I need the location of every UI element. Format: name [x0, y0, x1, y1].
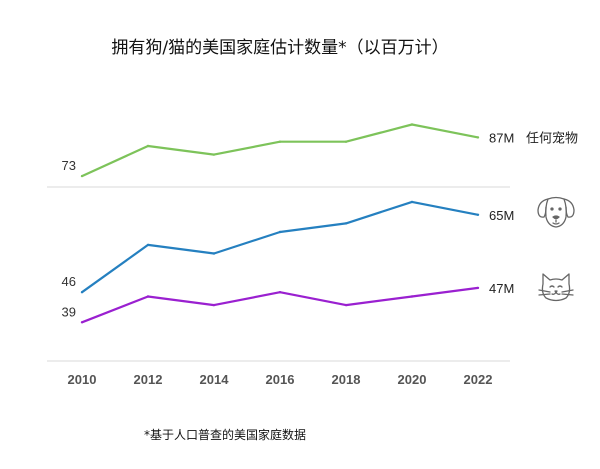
end-value-label: 65M: [489, 208, 514, 223]
data-point: [344, 140, 348, 143]
data-point: [212, 252, 216, 255]
start-value-label: 46: [62, 274, 76, 289]
end-value-label: 47M: [489, 281, 514, 296]
x-tick-label: 2022: [464, 372, 493, 387]
series-line: [81, 123, 479, 178]
data-point: [476, 213, 480, 216]
data-point: [146, 144, 150, 148]
footnote: *基于人口普查的美国家庭数据: [144, 428, 307, 442]
series-line: [81, 200, 479, 294]
cat-icon: [538, 273, 574, 302]
x-tick-label: 2010: [68, 372, 97, 387]
labels-layer: 73 87M 任何宠物 46 65M 39 47M: [62, 130, 578, 319]
dog-icon: [537, 196, 575, 228]
start-value-label: 73: [62, 158, 76, 173]
data-point: [278, 230, 282, 234]
data-point: [410, 200, 414, 204]
end-value-label: 87M: [489, 130, 514, 145]
axes: 2010 2012 2014 2016 2018 2020 2022: [47, 186, 510, 387]
data-point: [212, 153, 216, 156]
data-point: [212, 303, 216, 307]
data-point: [80, 291, 84, 294]
series-name-label: 任何宠物: [526, 130, 578, 145]
data-point: [476, 286, 480, 290]
x-tick-label: 2020: [398, 372, 427, 387]
data-point: [146, 295, 150, 298]
data-point: [410, 295, 414, 298]
data-point: [410, 123, 414, 126]
data-point: [278, 291, 282, 294]
series-layer: [80, 123, 480, 324]
data-point: [80, 174, 84, 178]
x-tick-label: 2018: [332, 372, 361, 387]
chart-title: 拥有狗/猫的美国家庭估计数量*（以百万计）: [111, 38, 449, 58]
start-value-label: 39: [62, 304, 76, 319]
x-tick-label: 2016: [266, 372, 295, 387]
x-tick-label: 2012: [134, 372, 163, 387]
data-point: [476, 136, 480, 139]
data-point: [344, 303, 348, 307]
data-point: [344, 222, 348, 225]
data-point: [80, 321, 84, 324]
data-point: [278, 140, 282, 143]
data-point: [146, 243, 150, 247]
x-tick-label: 2014: [200, 372, 230, 387]
